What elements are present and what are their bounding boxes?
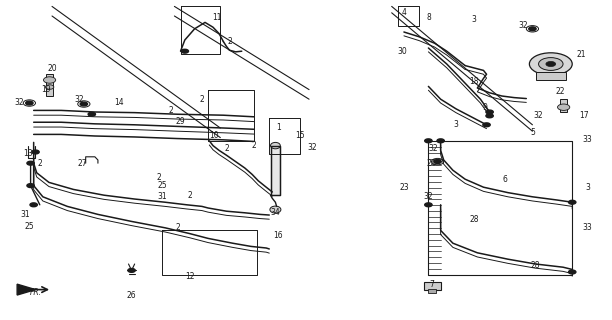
Text: 26: 26: [127, 292, 136, 300]
Text: 2: 2: [157, 173, 162, 182]
Text: 17: 17: [580, 111, 589, 120]
Circle shape: [27, 184, 34, 188]
Text: 7: 7: [429, 280, 434, 289]
Bar: [46, 74, 53, 96]
Circle shape: [437, 139, 444, 143]
Text: 32: 32: [518, 21, 528, 30]
Bar: [560, 99, 567, 112]
Text: 12: 12: [185, 272, 195, 281]
Bar: [428, 289, 436, 293]
Text: 11: 11: [212, 13, 222, 22]
Text: 16: 16: [274, 231, 283, 240]
Text: 27: 27: [78, 159, 88, 168]
Text: 18: 18: [469, 77, 479, 86]
Circle shape: [569, 200, 576, 204]
Circle shape: [43, 77, 56, 83]
Circle shape: [181, 49, 188, 53]
Circle shape: [45, 85, 54, 89]
Text: 30: 30: [398, 47, 408, 56]
Text: 9: 9: [483, 103, 488, 112]
Text: 15: 15: [295, 132, 305, 140]
Text: 4: 4: [401, 8, 406, 17]
Circle shape: [88, 112, 95, 116]
Text: 32: 32: [15, 98, 24, 107]
Text: 32: 32: [75, 95, 84, 104]
Text: 32: 32: [428, 144, 438, 153]
Text: 3: 3: [585, 183, 590, 192]
Polygon shape: [17, 284, 35, 295]
Text: 22: 22: [555, 87, 565, 96]
Text: 32: 32: [307, 143, 317, 152]
Text: 23: 23: [399, 183, 409, 192]
Text: 2: 2: [252, 141, 256, 150]
Text: 2: 2: [227, 37, 232, 46]
Circle shape: [486, 114, 493, 118]
Text: 13: 13: [23, 149, 32, 158]
Text: 29: 29: [176, 117, 185, 126]
Circle shape: [32, 150, 39, 154]
Text: 21: 21: [577, 50, 586, 59]
Text: 28: 28: [469, 215, 479, 224]
Text: 20: 20: [47, 64, 57, 73]
Circle shape: [26, 101, 33, 105]
Text: 19: 19: [41, 85, 51, 94]
Circle shape: [546, 61, 556, 67]
Text: 1: 1: [276, 124, 281, 132]
Circle shape: [558, 104, 570, 110]
Text: 2: 2: [224, 144, 229, 153]
Text: 28: 28: [531, 261, 540, 270]
Text: 25: 25: [24, 222, 34, 231]
Text: 25: 25: [157, 181, 167, 190]
Circle shape: [425, 139, 432, 143]
Text: 2: 2: [175, 223, 180, 232]
Text: 2: 2: [187, 191, 192, 200]
Text: 33: 33: [583, 135, 592, 144]
Ellipse shape: [271, 142, 280, 149]
Text: 32: 32: [534, 111, 543, 120]
Circle shape: [539, 58, 563, 70]
Text: 3: 3: [472, 15, 477, 24]
Circle shape: [30, 203, 37, 207]
Text: 10: 10: [209, 132, 219, 140]
Bar: [271, 146, 280, 195]
Text: 3: 3: [453, 120, 458, 129]
Text: 2: 2: [200, 95, 204, 104]
Text: 31: 31: [21, 210, 31, 219]
Bar: [536, 72, 566, 80]
Circle shape: [569, 270, 576, 274]
Circle shape: [434, 160, 441, 164]
Text: 31: 31: [157, 192, 167, 201]
Circle shape: [483, 123, 490, 127]
Circle shape: [486, 110, 493, 114]
Circle shape: [128, 268, 135, 272]
Text: 5: 5: [530, 128, 535, 137]
Circle shape: [425, 203, 432, 207]
Circle shape: [80, 102, 88, 106]
Text: 2: 2: [169, 106, 174, 115]
Circle shape: [529, 27, 536, 31]
Text: 2: 2: [37, 159, 42, 168]
Text: 8: 8: [426, 13, 431, 22]
Bar: [424, 282, 441, 290]
Text: FR.: FR.: [29, 288, 42, 297]
Text: 33: 33: [583, 223, 592, 232]
Text: 34: 34: [271, 208, 280, 217]
Circle shape: [27, 161, 34, 165]
Circle shape: [529, 53, 572, 75]
Text: 14: 14: [114, 98, 124, 107]
Text: 32: 32: [424, 192, 433, 201]
Ellipse shape: [270, 206, 281, 213]
Text: 6: 6: [502, 175, 507, 184]
Text: 24: 24: [427, 159, 436, 168]
